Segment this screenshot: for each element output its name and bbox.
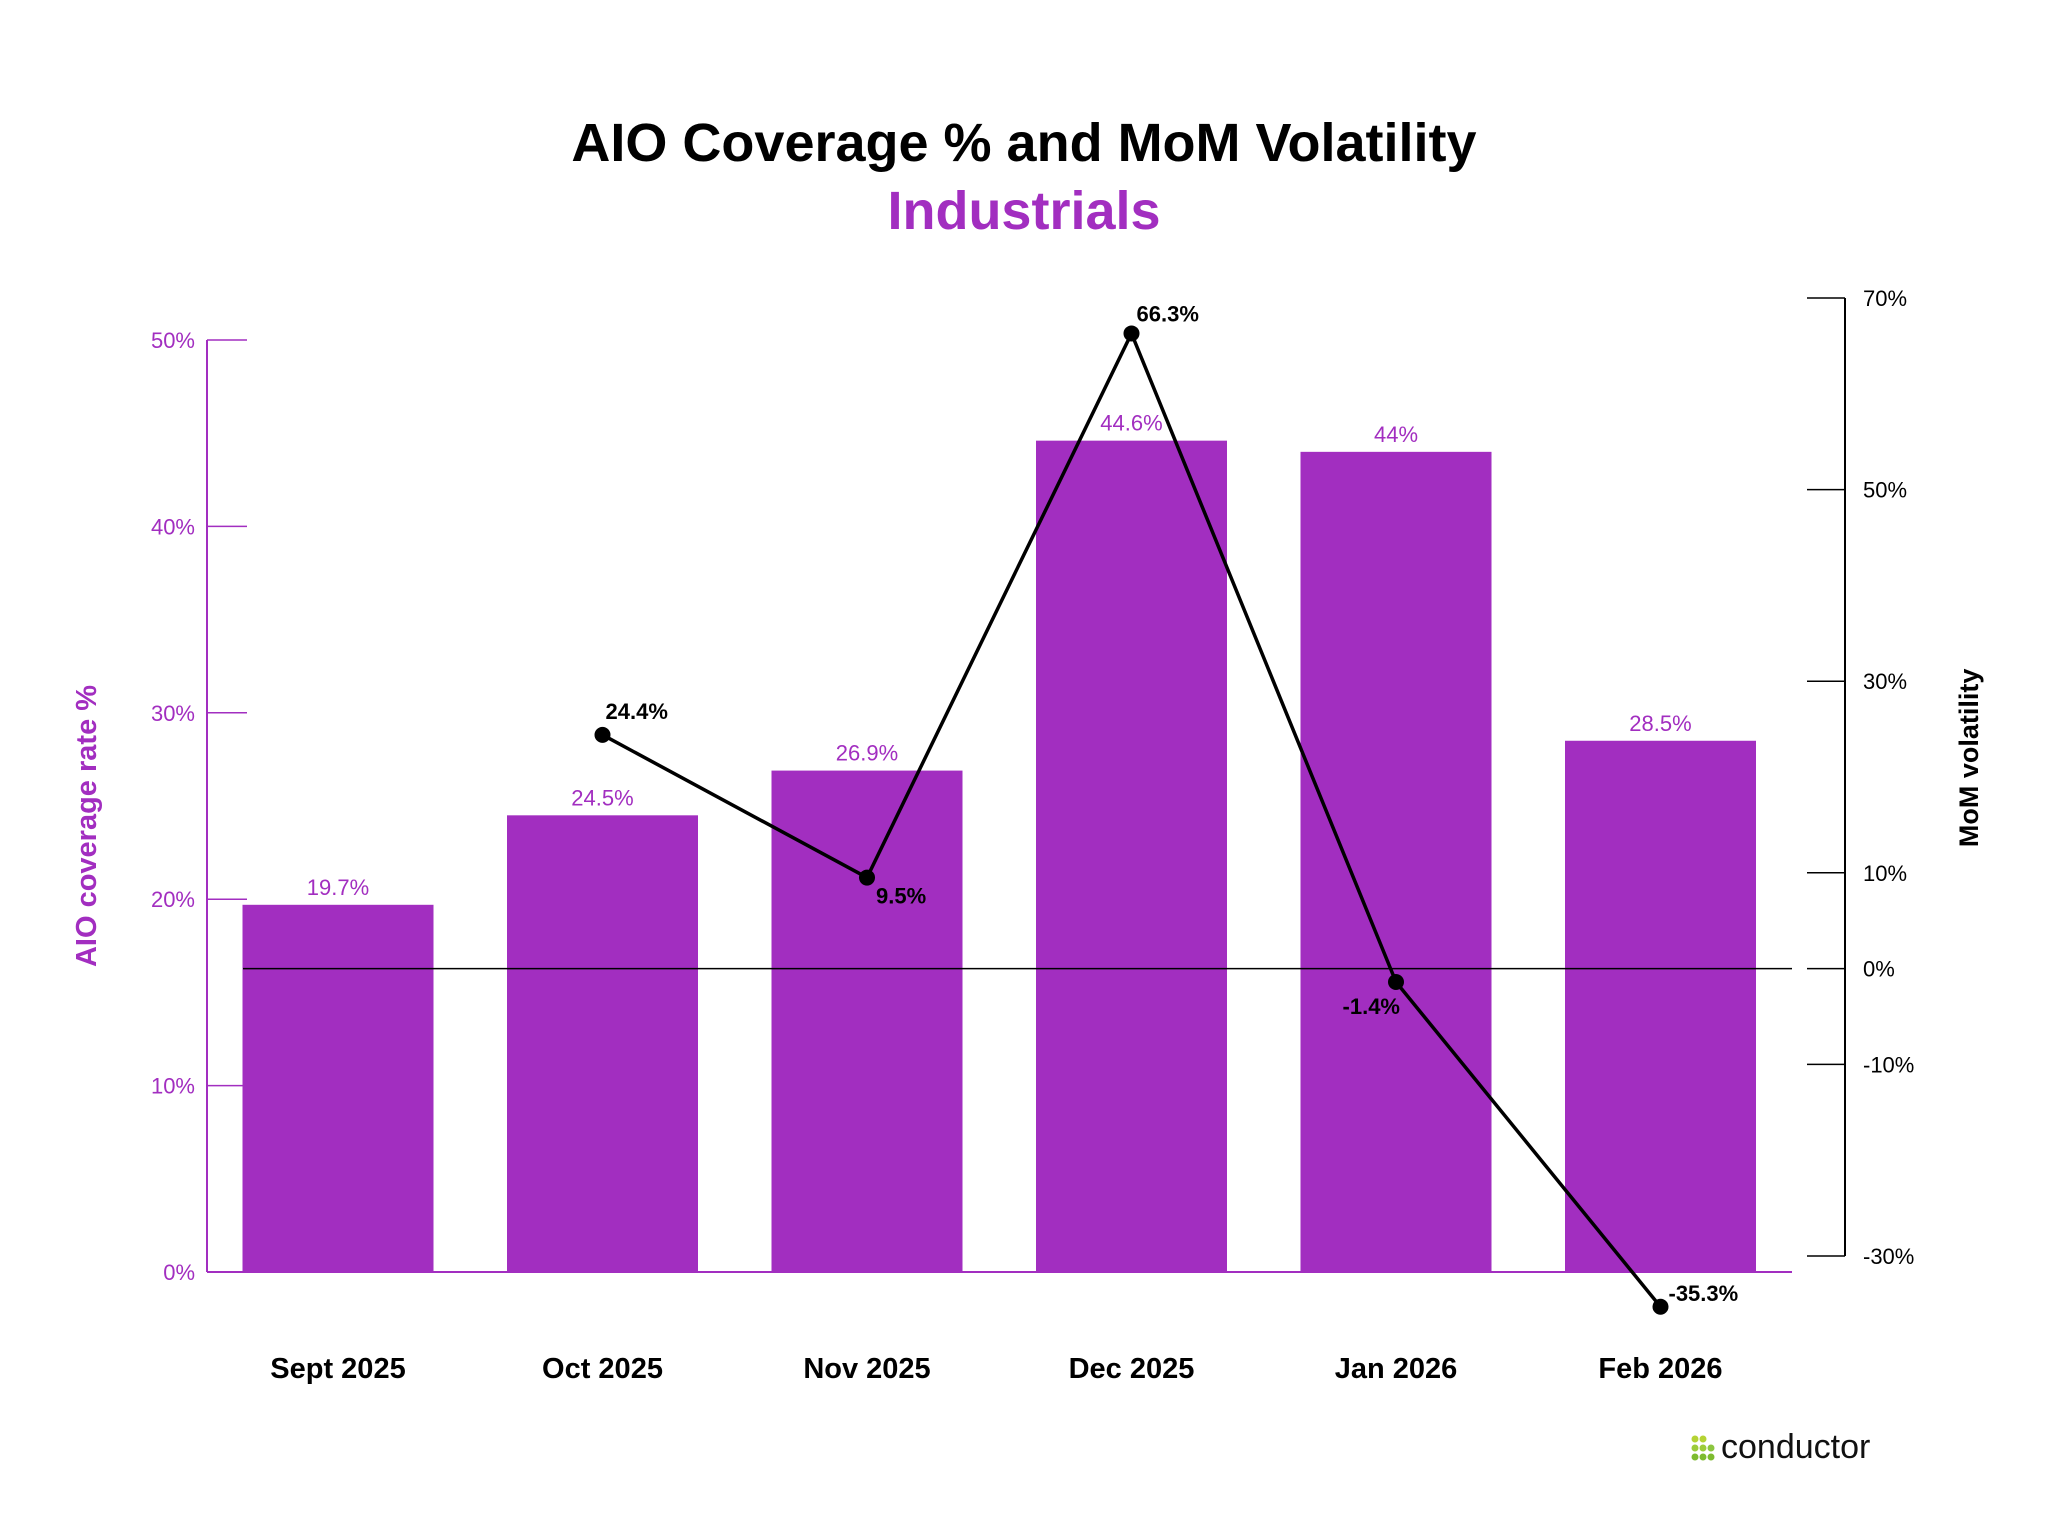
volatility-point <box>1388 974 1404 991</box>
right-tick-label: 30% <box>1863 669 1907 694</box>
left-tick-label: 50% <box>151 328 195 353</box>
left-tick-label: 40% <box>151 514 195 539</box>
bar-5 <box>1565 740 1756 1272</box>
left-axis-title: AIO coverage rate % <box>71 685 103 967</box>
bar-value-label: 28.5% <box>1629 711 1691 736</box>
conductor-logo-text: conductor <box>1721 1428 1871 1466</box>
bar-value-label: 26.9% <box>836 741 898 766</box>
x-tick-label: Dec 2025 <box>1069 1353 1195 1385</box>
left-tick-label: 0% <box>163 1260 195 1285</box>
chart-subtitle: Industrials <box>887 181 1161 241</box>
volatility-value-label: 66.3% <box>1137 301 1199 326</box>
bar-value-label: 44.6% <box>1100 411 1162 436</box>
volatility-point <box>1652 1298 1669 1315</box>
right-tick-label: -10% <box>1863 1052 1914 1077</box>
right-tick-label: 0% <box>1863 957 1895 982</box>
volatility-value-label: -35.3% <box>1669 1281 1739 1306</box>
volatility-point <box>594 726 611 743</box>
x-tick-label: Jan 2026 <box>1335 1353 1458 1385</box>
bar-value-label: 44% <box>1374 422 1418 447</box>
right-axis-title: MoM volatility <box>1954 669 1984 848</box>
bar-3 <box>1036 440 1227 1272</box>
chart-title: AIO Coverage % and MoM Volatility <box>571 113 1477 173</box>
volatility-point <box>1123 325 1140 342</box>
left-tick-label: 30% <box>151 701 195 726</box>
right-tick-label: 10% <box>1863 861 1907 886</box>
x-tick-label: Nov 2025 <box>803 1353 930 1385</box>
x-tick-label: Feb 2026 <box>1598 1353 1722 1385</box>
bar-4 <box>1300 451 1492 1273</box>
bar-value-label: 19.7% <box>307 875 369 900</box>
volatility-value-label: 24.4% <box>606 699 668 724</box>
volatility-point <box>859 869 875 886</box>
right-tick-label: 50% <box>1863 478 1907 503</box>
conductor-logo: conductor <box>1691 1428 1870 1467</box>
conductor-logo-icon <box>1691 1435 1715 1460</box>
right-tick-label: 70% <box>1863 286 1907 311</box>
volatility-value-label: -1.4% <box>1343 994 1400 1019</box>
bar-value-label: 24.5% <box>571 785 633 810</box>
x-tick-label: Sept 2025 <box>270 1353 405 1385</box>
left-tick-label: 10% <box>151 1074 195 1099</box>
right-tick-label: -30% <box>1863 1244 1914 1269</box>
volatility-value-label: 9.5% <box>876 884 926 909</box>
bar-1 <box>507 815 698 1272</box>
x-tick-label: Oct 2025 <box>542 1353 663 1385</box>
left-tick-label: 20% <box>151 887 195 912</box>
bar-2 <box>771 770 963 1272</box>
bar-0 <box>242 904 434 1272</box>
